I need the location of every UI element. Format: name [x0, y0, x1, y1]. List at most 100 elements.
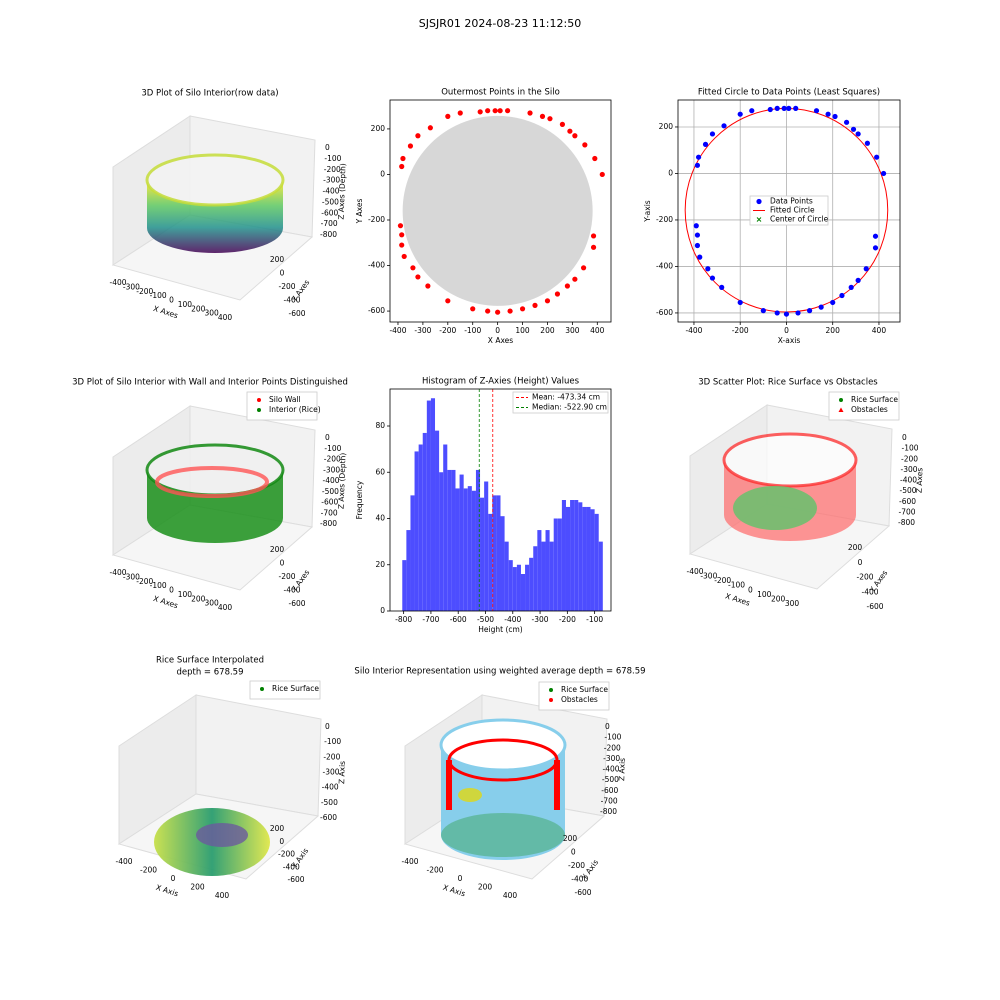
bar [561, 500, 566, 611]
z-tick-label: -300 [323, 176, 340, 185]
y-tick-label: 200 [270, 255, 285, 264]
z-tick-label: -500 [900, 486, 917, 495]
point [795, 310, 801, 316]
y-tick-label: -400 [283, 862, 300, 871]
y-tick-label: 200 [848, 543, 863, 552]
point [544, 298, 551, 304]
z-tick-label: -600 [321, 208, 338, 217]
point [719, 284, 725, 290]
x-tick-label: -300 [532, 615, 549, 624]
y-tick-label: -600 [287, 875, 304, 884]
legend-label: Silo Wall [269, 395, 301, 404]
point [410, 265, 416, 271]
point [445, 113, 451, 119]
legend-marker [549, 698, 553, 702]
z-tick-label: -500 [321, 798, 338, 807]
x-axis-label: X Axes [488, 336, 513, 345]
x-tick-label: -400 [685, 326, 702, 335]
x-tick-label: 400 [872, 326, 887, 335]
y-tick-label: 200 [371, 124, 386, 133]
point [527, 110, 533, 116]
bar [435, 430, 440, 611]
bar [574, 500, 579, 611]
point [445, 298, 451, 304]
z-tick-label: 0 [325, 143, 330, 152]
x-tick-label: -100 [150, 581, 167, 590]
bar [533, 546, 538, 611]
z-tick-label: -400 [323, 187, 340, 196]
point-cloud [733, 486, 817, 530]
y-tick-label: -400 [283, 586, 300, 595]
z-tick-label: -200 [604, 743, 621, 752]
x-tick-label: 100 [178, 300, 193, 309]
point [850, 126, 857, 132]
x-tick-label: -300 [700, 572, 717, 581]
bar [529, 557, 534, 611]
x-tick-label: -200 [439, 326, 456, 335]
point [495, 309, 501, 315]
chart-title: Histogram of Z-Axies (Height) Values [422, 377, 580, 387]
point [793, 105, 799, 111]
z-tick-label: -800 [600, 807, 617, 816]
y-tick-label: -600 [368, 306, 385, 315]
y-tick-label: -200 [368, 215, 385, 224]
z-tick-label: 0 [325, 433, 330, 442]
point [592, 155, 598, 162]
bar [565, 506, 571, 611]
x-tick-label: 100 [178, 590, 193, 599]
chart-title: 3D Plot of Silo Interior(row data) [141, 89, 278, 99]
x-tick-label: 0 [169, 296, 174, 305]
y-tick-label: 0 [380, 606, 385, 615]
x-tick-label: -400 [115, 857, 132, 866]
y-axis-label: Y Axes [355, 198, 364, 224]
bar [578, 502, 583, 611]
bar [459, 474, 464, 611]
x-tick-label: -400 [686, 567, 703, 576]
z-tick-label: -200 [901, 454, 918, 463]
bar [586, 506, 591, 611]
point-cloud [196, 823, 248, 847]
y-tick-label: -200 [278, 850, 295, 859]
x-tick-label: -200 [559, 615, 576, 624]
point [567, 128, 573, 134]
bar [475, 469, 481, 611]
z-axis-label: Z Axes [915, 468, 925, 494]
point [485, 308, 491, 314]
point [874, 154, 880, 160]
point [427, 125, 433, 131]
legend [538, 681, 610, 711]
bar [553, 518, 558, 611]
point [415, 133, 421, 139]
z-tick-label: -200 [323, 752, 340, 761]
bar [537, 530, 542, 611]
point [806, 308, 813, 314]
point [737, 299, 743, 306]
x-tick-label: -400 [389, 326, 406, 335]
x-tick-label: 400 [218, 603, 233, 612]
y-tick-label: 0 [668, 168, 673, 177]
interior-points-area [402, 115, 593, 306]
point [694, 242, 701, 249]
bar [406, 530, 411, 611]
x-tick-label: -400 [109, 568, 126, 577]
legend-marker [839, 398, 843, 402]
x-axis-label: Height (cm) [478, 625, 523, 634]
point [760, 308, 766, 314]
x-tick-label: -200 [732, 326, 749, 335]
y-tick-label: 200 [563, 834, 578, 843]
point [721, 123, 727, 129]
point [702, 141, 709, 147]
legend-label: Median: -522.90 cm [532, 403, 607, 412]
point [818, 304, 824, 310]
y-tick-label: -200 [278, 572, 295, 581]
y-tick-label: -600 [656, 308, 673, 317]
legend [828, 391, 900, 421]
y-tick-label: 0 [380, 169, 385, 178]
z-tick-label: -300 [901, 465, 918, 474]
bar [484, 481, 489, 611]
point [554, 291, 561, 297]
point-cloud [147, 470, 283, 543]
point-cloud [439, 718, 567, 772]
point [863, 266, 869, 272]
